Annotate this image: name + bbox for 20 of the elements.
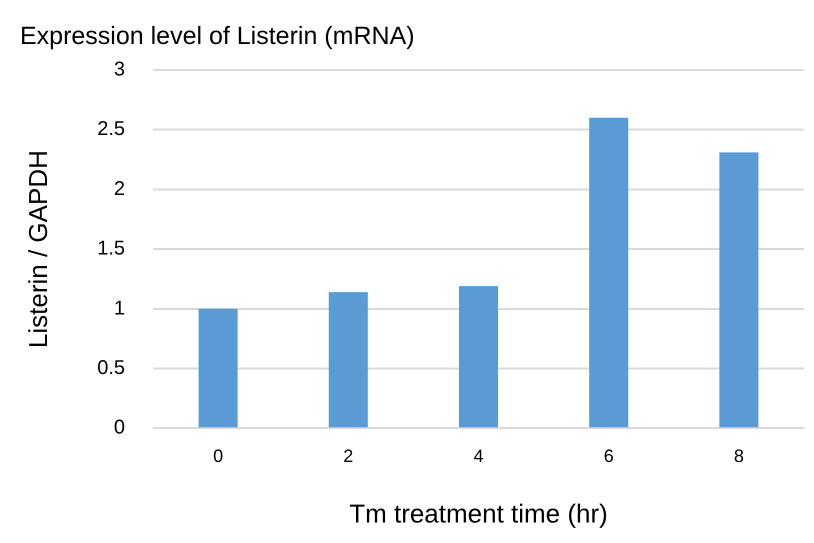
chart-title: Expression level of Listerin (mRNA) [20, 22, 415, 50]
bar [328, 292, 368, 428]
bar [589, 118, 628, 428]
y-tick-label: 1.5 [97, 238, 126, 260]
x-tick-label: 8 [734, 446, 744, 466]
y-axis-title: Listerin / GAPDH [22, 150, 53, 348]
y-tick-label: 2.5 [97, 118, 126, 140]
y-tick-label: 2 [114, 178, 126, 200]
x-tick-label: 2 [343, 446, 354, 466]
x-axis-title: Tm treatment time (hr) [349, 498, 608, 529]
y-tick-label: 3 [114, 58, 126, 81]
bar [198, 308, 238, 428]
y-tick-label: 0 [114, 416, 126, 439]
y-tick-label: 0.5 [97, 357, 126, 380]
bar [458, 286, 498, 428]
x-tick-label: 0 [213, 446, 224, 466]
x-tick-label: 4 [473, 446, 484, 466]
x-tick-label: 6 [604, 446, 614, 466]
bar [719, 152, 758, 428]
y-tick-label: 1 [114, 297, 126, 320]
